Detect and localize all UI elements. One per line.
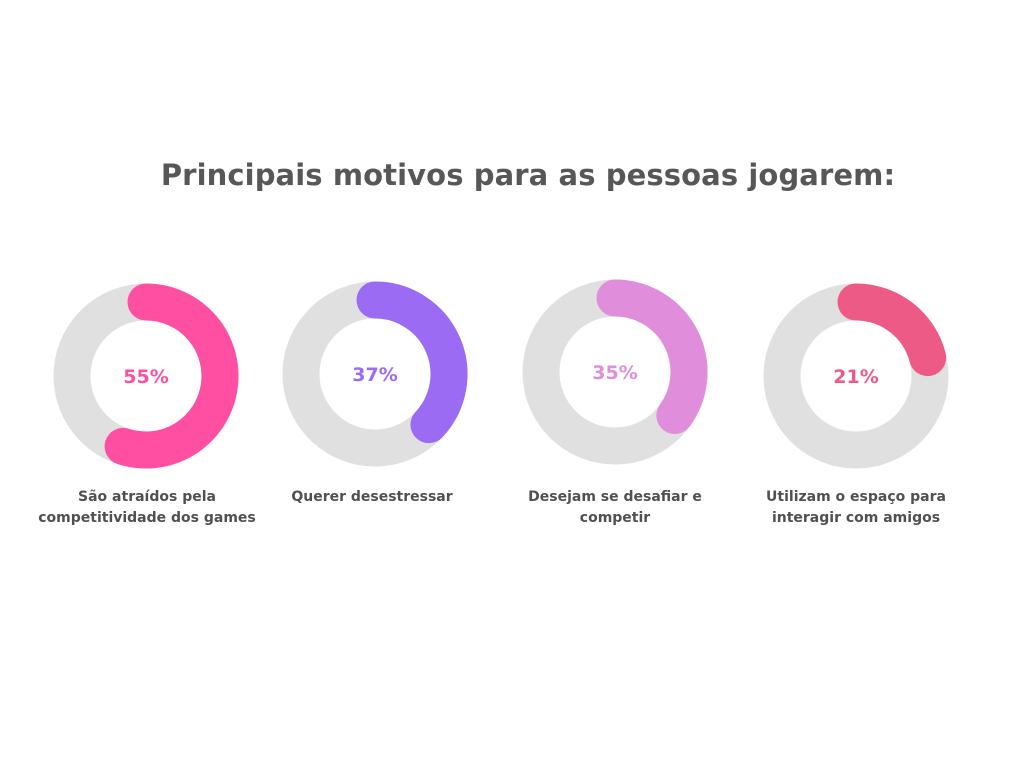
donut-svg-4: 21% [763,283,949,469]
percentage-label: 21% [833,366,878,388]
donut-chart-4: 21% [761,281,951,471]
donut-caption: Utilizam o espaço para interagir com ami… [766,489,946,526]
chart-title: Principais motivos para as pessoas jogar… [160,158,896,192]
donut-chart-2: 37% [280,279,470,469]
percentage-label: 37% [352,364,397,386]
donut-arc [837,283,947,377]
percentage-label: 35% [592,362,637,384]
donut-svg-2: 37% [282,281,468,467]
donut-caption: Desejam se desafiar e competir [528,489,702,526]
percentage-label: 55% [123,366,168,388]
donut-chart-1: 55% [51,281,241,471]
donut-arc [596,279,708,434]
donut-svg-3: 35% [522,279,708,465]
donut-chart-3: 35% [520,277,710,467]
donut-caption: São atraídos pela competitividade dos ga… [38,489,256,526]
donut-arc [104,283,239,469]
donut-caption: Querer desestressar [291,489,453,505]
donut-arc [356,281,468,444]
donut-svg-1: 55% [53,283,239,469]
